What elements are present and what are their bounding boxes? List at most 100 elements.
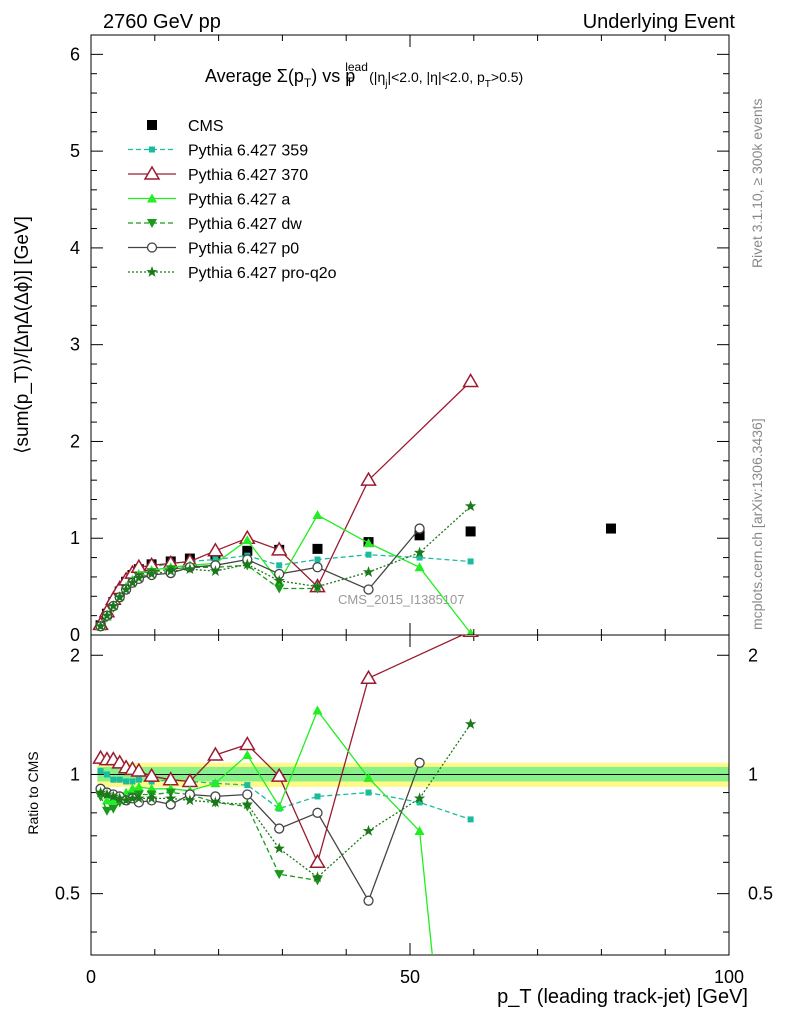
legend-label: Pythia 6.427 a	[188, 192, 290, 209]
ratio-point-pythia-6-427-pro-q2o	[165, 792, 177, 804]
point-pythia-6-427-359	[314, 556, 321, 563]
ratio-point-pythia-6-427-359	[110, 776, 117, 783]
ratio-y-tick-label: 1	[70, 764, 80, 784]
point-pythia-6-427-pro-q2o	[126, 576, 139, 588]
point-cms	[465, 526, 476, 537]
point-pythia-6-427-pro-q2o	[107, 600, 119, 611]
legend-label: Pythia 6.427 359	[188, 143, 308, 160]
y-tick-label: 1	[70, 528, 80, 548]
point-pythia-6-427-pro-q2o	[114, 591, 126, 603]
legend-marker	[149, 146, 155, 153]
point-pythia-6-427-pro-q2o	[184, 563, 196, 574]
point-pythia-6-427-359	[416, 554, 423, 561]
ratio-point-pythia-6-427-pro-q2o	[413, 792, 426, 804]
point-pythia-6-427-a	[312, 510, 323, 519]
ratio-point-pythia-6-427-359	[314, 793, 321, 800]
y-tick-label: 0	[70, 625, 80, 645]
point-pythia-6-427-pro-q2o	[273, 574, 285, 586]
point-cms	[605, 523, 616, 534]
ratio-point-pythia-6-427-370	[207, 746, 224, 761]
point-pythia-6-427-p0	[312, 562, 323, 573]
ratio-point-pythia-6-427-pro-q2o	[311, 871, 324, 883]
point-pythia-6-427-pro-q2o	[101, 609, 113, 621]
ratio-data	[92, 635, 479, 955]
point-pythia-6-427-a	[242, 535, 253, 545]
ratio-y-tick-label: 0.5	[55, 884, 80, 904]
point-pythia-6-427-pro-q2o	[120, 583, 132, 595]
ratio-point-pythia-6-427-pro-q2o	[145, 792, 158, 804]
ratio-point-pythia-6-427-a	[312, 705, 323, 715]
ratio-line-pythia-6-427-dw	[100, 791, 318, 882]
point-pythia-6-427-pro-q2o	[94, 620, 107, 632]
ratio-point-pythia-6-427-359	[123, 778, 130, 785]
plot-title: Average Σ(pT) vs plead T (|ηj|<2.0, |η|<2…	[205, 60, 523, 90]
point-pythia-6-427-pro-q2o	[464, 500, 477, 512]
ratio-point-pythia-6-427-a	[363, 772, 374, 782]
point-pythia-6-427-p0	[363, 584, 374, 595]
watermark: CMS_2015_I1385107	[338, 592, 465, 607]
ratio-point-pythia-6-427-359	[116, 776, 123, 783]
ratio-point-pythia-6-427-p0	[274, 823, 285, 834]
point-pythia-6-427-p0	[414, 523, 425, 534]
point-pythia-6-427-a	[466, 628, 475, 635]
x-tick-label: 50	[400, 967, 420, 987]
ratio-point-pythia-6-427-pro-q2o	[126, 792, 139, 804]
ratio-point-pythia-6-427-370	[462, 635, 479, 637]
ratio-y-tick-label-right: 1	[748, 764, 758, 784]
legend-marker	[146, 242, 158, 253]
y-axis-title: ⟨sum(p_T)⟩/[ΔηΔ(Δϕ)] [GeV]	[12, 216, 33, 454]
point-pythia-6-427-359	[467, 558, 474, 565]
point-pythia-6-427-a	[363, 538, 374, 548]
ratio-point-pythia-6-427-a	[210, 778, 221, 788]
y-tick-label: 4	[70, 238, 80, 258]
ratio-y-tick-label: 2	[70, 645, 80, 665]
point-pythia-6-427-370	[462, 372, 479, 388]
ratio-y-tick-label-right: 0.5	[748, 884, 773, 904]
ratio-point-pythia-6-427-pro-q2o	[107, 790, 119, 802]
point-pythia-6-427-pro-q2o	[413, 546, 426, 558]
ratio-point-pythia-6-427-a	[108, 795, 119, 805]
legend-label: Pythia 6.427 370	[188, 167, 308, 184]
ratio-point-pythia-6-427-pro-q2o	[241, 798, 253, 810]
ratio-point-pythia-6-427-359	[103, 771, 110, 778]
ratio-point-pythia-6-427-p0	[165, 799, 176, 810]
ratio-point-pythia-6-427-370	[360, 669, 377, 684]
main-data	[92, 372, 616, 635]
legend-marker	[143, 165, 161, 180]
point-pythia-6-427-pro-q2o	[241, 558, 253, 570]
ratio-panel: 0 50 100 0.5 0.5 1 1 2 2	[55, 35, 773, 987]
ratio-point-pythia-6-427-dw	[274, 870, 285, 880]
y-tick-label: 6	[70, 44, 80, 64]
legend-label: Pythia 6.427 pro-q2o	[188, 265, 337, 282]
ratio-point-pythia-6-427-370	[130, 762, 148, 777]
ratio-point-pythia-6-427-370	[270, 767, 288, 782]
ratio-point-pythia-6-427-pro-q2o	[101, 788, 113, 800]
ratio-line-pythia-6-427-370	[100, 635, 464, 865]
ratio-point-pythia-6-427-a	[242, 749, 253, 759]
ratio-y-axis-title: Ratio to CMS	[25, 751, 41, 834]
point-pythia-6-427-pro-q2o	[133, 571, 145, 583]
y-tick-label: 5	[70, 141, 80, 161]
legend-label: Pythia 6.427 dw	[188, 216, 302, 233]
ratio-point-pythia-6-427-pro-q2o	[114, 792, 126, 804]
point-pythia-6-427-370	[207, 542, 224, 557]
rivet-label: Rivet 3.1.10, ≥ 300k events	[749, 98, 765, 268]
ratio-point-pythia-6-427-pro-q2o	[464, 718, 477, 729]
point-cms	[414, 530, 425, 541]
legend: CMS Pythia 6.427 359 Pythia 6.427 370 Pythi…	[128, 118, 337, 282]
point-pythia-6-427-370	[270, 541, 288, 556]
ratio-point-pythia-6-427-pro-q2o	[120, 794, 132, 806]
ratio-point-pythia-6-427-pro-q2o	[94, 786, 107, 798]
main-frame	[90, 34, 730, 636]
ratio-point-pythia-6-427-370	[143, 767, 160, 782]
ratio-point-pythia-6-427-p0	[312, 807, 323, 818]
ratio-point-pythia-6-427-370	[239, 736, 256, 751]
ratio-point-pythia-6-427-p0	[414, 757, 425, 768]
x-tick-label: 100	[714, 967, 744, 987]
point-pythia-6-427-359	[276, 562, 283, 569]
ratio-point-pythia-6-427-370	[309, 853, 326, 869]
legend-marker	[147, 219, 157, 228]
ratio-y-tick-label-right: 2	[748, 645, 758, 665]
ratio-point-pythia-6-427-359	[129, 778, 136, 785]
